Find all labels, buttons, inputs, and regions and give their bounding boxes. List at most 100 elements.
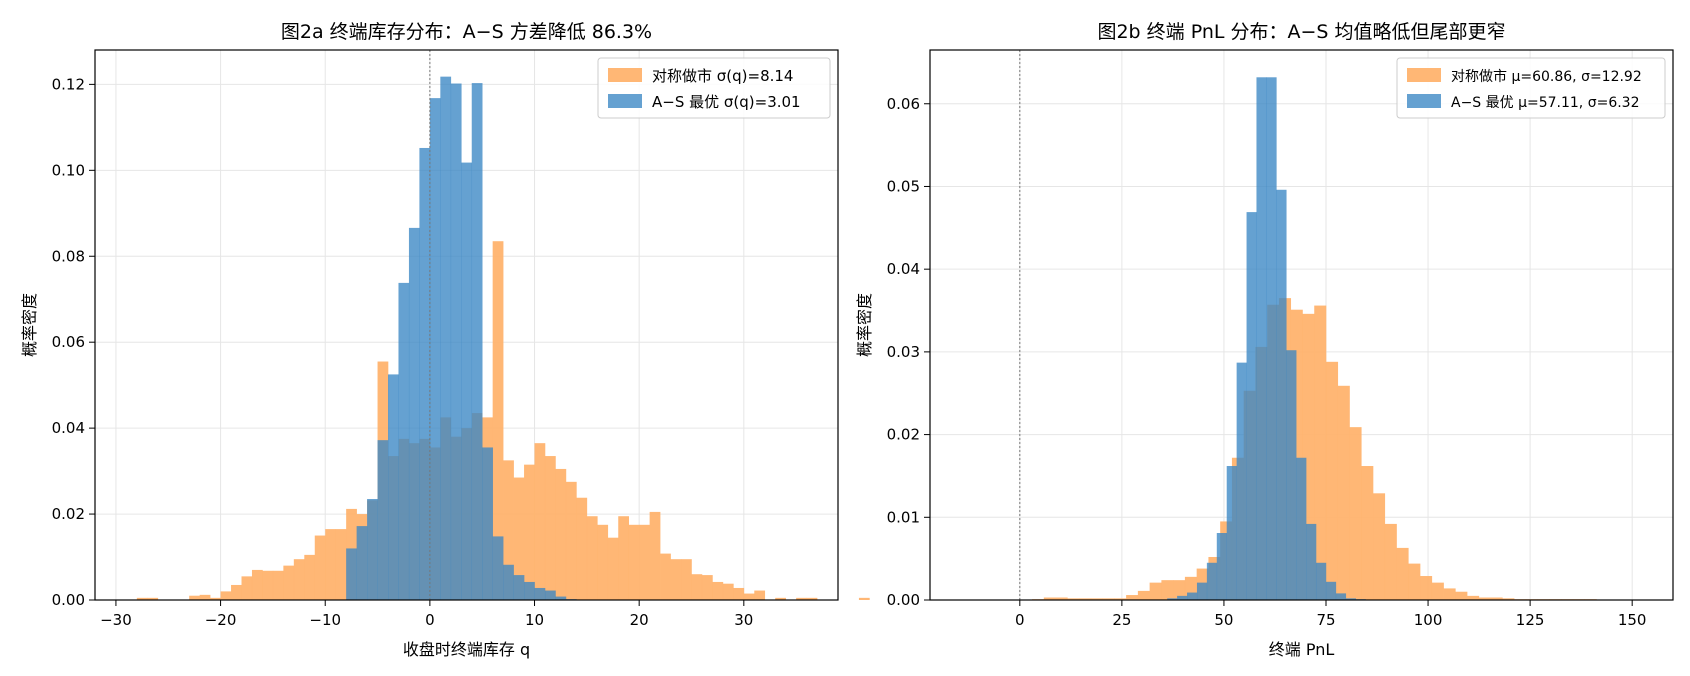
legend-swatch [1407,94,1441,108]
x-tick-label: 0 [1015,611,1025,629]
legend-label: A−S 最优 μ=57.11, σ=6.32 [1451,95,1640,111]
histogram-bar [1043,597,1056,600]
legend-swatch [608,94,642,108]
y-tick-label: 0.06 [52,333,85,351]
histogram-bar [503,460,514,600]
histogram-bar [1467,595,1480,600]
x-tick-label: −10 [309,611,341,629]
histogram-bar [1114,598,1127,600]
histogram-bar [639,524,650,600]
histogram-bar [513,575,525,600]
histogram-bar [1349,427,1362,600]
histogram-bar [440,76,452,600]
histogram-bar [471,83,483,600]
legend-label: 对称做市 μ=60.86, σ=12.92 [1451,68,1642,85]
y-tick-label: 0.02 [887,426,920,444]
y-tick-label: 0.06 [887,95,920,113]
histogram-bar [733,587,745,600]
histogram-bar [555,596,567,600]
histogram-bar [1055,597,1068,600]
histogram-bar [1167,598,1178,600]
histogram-bar [1102,598,1115,600]
legend-swatch [1407,68,1441,82]
x-tick-label: 10 [525,611,544,629]
histogram-bar [1079,598,1092,600]
y-axis-label: 概率密度 [855,293,874,357]
series-as-optimal [1167,77,1366,601]
histogram-bar [513,477,525,600]
y-tick-label: 0.12 [52,75,85,93]
histogram-bar [628,524,640,600]
histogram-bar [325,529,336,600]
histogram-bar [1206,562,1218,600]
x-tick-label: 125 [1516,611,1545,629]
legend-swatch [608,68,642,82]
histogram-bar [1345,598,1356,600]
y-tick-label: 0.04 [52,419,85,437]
histogram-bar [701,575,713,600]
histogram-bar [304,554,316,600]
histogram-bar [1149,582,1162,600]
histogram-bar [1177,595,1188,600]
histogram-bar [398,282,410,600]
histogram-bar [272,570,284,600]
histogram-bar [346,548,357,600]
x-axis-label: 收盘时终端库存 q [403,640,530,659]
histogram-bar [607,537,619,600]
histogram-bar [1276,189,1287,601]
histogram-bar [482,447,493,600]
axes-frame [929,49,1674,601]
histogram-bar [722,583,734,600]
y-tick-label: 0.08 [52,247,85,265]
histogram-bar [1502,598,1515,600]
histogram-bar [1161,580,1174,600]
histogram-bar [1126,595,1139,600]
histogram-bar [461,162,473,600]
x-tick-label: 100 [1414,611,1443,629]
histogram-bar [806,597,818,600]
x-tick-label: 20 [630,611,649,629]
histogram-bar [377,440,389,600]
histogram-bar [775,597,786,600]
y-tick-label: 0.02 [52,505,85,523]
histogram-bar [681,559,692,600]
histogram-bar [524,464,535,600]
histogram-bar [1266,77,1277,601]
histogram-bar [408,227,420,600]
histogram-bar [565,481,577,600]
histogram-bar [450,83,462,600]
y-tick-label: 0.00 [887,591,920,609]
histogram-bar [241,576,253,600]
histogram-bar [576,497,588,600]
x-tick-label: −20 [205,611,237,629]
histogram-bar [293,559,305,600]
series-as-optimal [346,76,577,600]
histogram-bar [649,511,661,600]
histogram-bar [492,241,504,600]
histogram-bar [1384,523,1397,600]
histogram-bar [670,559,682,600]
histogram-bar [586,516,598,600]
histogram-bar [796,597,807,600]
y-axis-label: 概率密度 [20,293,39,357]
histogram-bar [356,526,368,600]
histogram-bar [1286,350,1297,600]
histogram-bar [555,468,567,600]
histogram-bar [335,529,347,600]
histogram-bar [1396,547,1409,600]
histogram-bar [1256,77,1267,601]
histogram-bar [544,590,556,600]
histogram-bar [1067,598,1080,600]
histogram-bar [1296,457,1307,600]
histogram-bar [1306,523,1317,600]
histogram-bar [189,595,200,600]
histogram-bar [503,564,514,600]
histogram-bar [283,565,295,600]
x-tick-label: 0 [425,611,435,629]
histogram-bar [1314,305,1327,600]
histogram-bar [1337,385,1350,600]
legend-label: 对称做市 σ(q)=8.14 [652,67,793,85]
histogram-bar [1315,562,1327,600]
histogram-bar [1173,580,1186,600]
